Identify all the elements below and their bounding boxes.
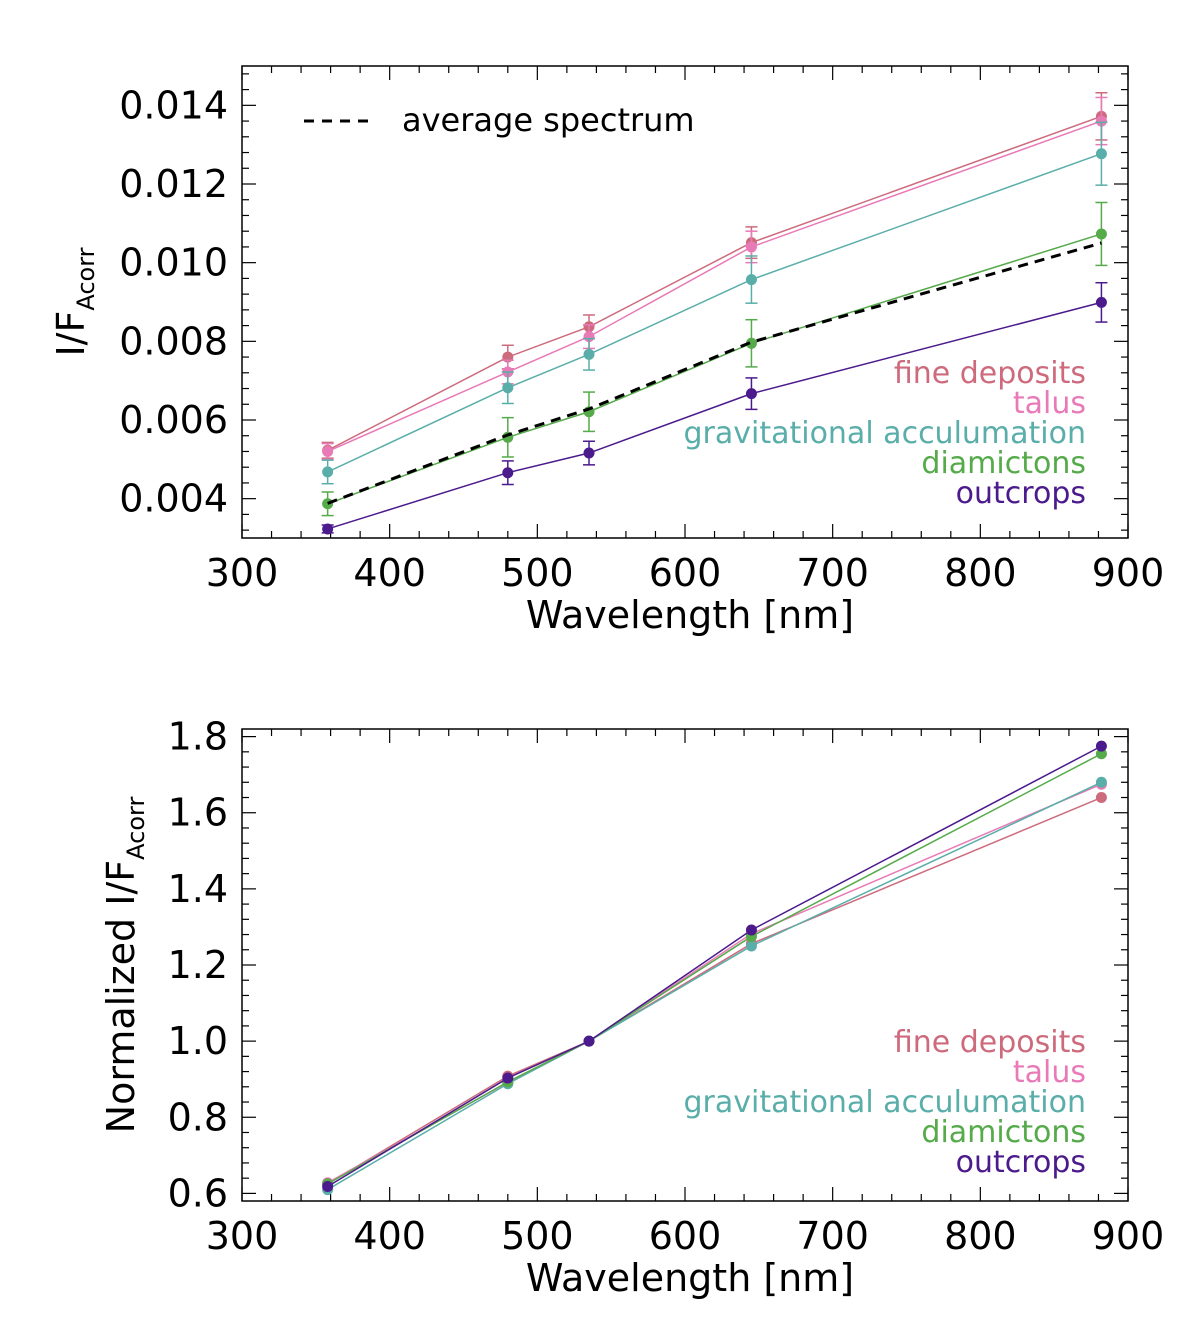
y-axis-label: I/FAcorr [49, 247, 100, 356]
data-point [1095, 115, 1107, 127]
data-point [1095, 228, 1107, 240]
series-gravitational-acculumation [321, 121, 1108, 485]
y-axis-label-subscript: Acorr [122, 797, 150, 860]
data-point [745, 940, 757, 952]
y-tick-label: 0.004 [119, 477, 228, 521]
x-tick-label: 600 [649, 1214, 722, 1258]
x-tick-label: 300 [206, 1214, 279, 1258]
y-tick-label: 1.0 [168, 1019, 228, 1063]
data-point [583, 447, 595, 459]
x-tick-label: 600 [649, 551, 722, 595]
x-axis-label: Wavelength [nm] [526, 1256, 854, 1300]
legend-entry: diamictons [921, 1115, 1086, 1150]
data-point [745, 388, 757, 400]
data-point [583, 331, 595, 343]
data-point [1095, 776, 1107, 788]
data-point [583, 348, 595, 360]
legend-average-label: average spectrum [402, 101, 695, 139]
legend-entry: outcrops [956, 1145, 1086, 1180]
y-tick-label: 1.8 [168, 715, 228, 759]
data-point [1095, 148, 1107, 160]
series-outcrops [322, 740, 1107, 1193]
x-axis-label: Wavelength [nm] [526, 593, 854, 637]
y-axis-label-main: I/F [49, 311, 93, 357]
x-tick-label: 700 [796, 551, 869, 595]
plot-area [322, 740, 1107, 1196]
legend-entry: fine deposits [894, 1025, 1086, 1060]
x-tick-label: 500 [501, 551, 574, 595]
x-tick-label: 700 [796, 1214, 869, 1258]
y-tick-label: 0.006 [119, 398, 228, 442]
data-point [502, 1072, 514, 1084]
average-spectrum-line [327, 241, 1102, 505]
y-tick-label: 1.4 [168, 867, 228, 911]
series-line [327, 120, 1102, 453]
data-point [745, 241, 757, 253]
data-point [745, 274, 757, 286]
legend-entry: gravitational acculumation [683, 1085, 1086, 1120]
data-point [322, 445, 334, 457]
data-point [1095, 748, 1107, 760]
x-tick-label: 900 [1092, 551, 1165, 595]
data-point [745, 924, 757, 936]
x-tick-label: 800 [944, 551, 1017, 595]
series-outcrops [321, 281, 1108, 535]
data-point [322, 466, 334, 478]
data-point [745, 337, 757, 349]
legend-entry: outcrops [956, 476, 1086, 511]
legend-entry: talus [1013, 1055, 1086, 1090]
y-axis-label-subscript: Acorr [72, 247, 100, 310]
chart-panel-1: 300 400 500 600 700 800 900 0.004 0.006 0.008 0.01… [49, 65, 1165, 637]
x-tick-label: 900 [1092, 1214, 1165, 1258]
x-tick-label: 400 [353, 1214, 426, 1258]
x-tick-label: 300 [206, 551, 279, 595]
y-tick-label: 0.008 [119, 319, 228, 363]
y-tick-label: 1.2 [168, 943, 228, 987]
chart-panel-2: 300 400 500 600 700 800 900 0.6 0.8 1.0 1.2 1.4 1.6 1… [99, 715, 1164, 1300]
y-tick-label: 0.010 [119, 241, 228, 285]
legend-entry: gravitational acculumation [683, 416, 1086, 451]
data-point [1095, 792, 1107, 804]
data-point [1095, 296, 1107, 308]
x-tick-label: 400 [353, 551, 426, 595]
y-tick-label: 1.6 [168, 791, 228, 835]
data-point [502, 382, 514, 394]
data-point [322, 523, 334, 535]
data-point [1095, 740, 1107, 752]
y-axis-label-main: Normalized I/F [99, 860, 143, 1133]
legend-entry: fine deposits [894, 356, 1086, 391]
data-point [322, 1181, 334, 1193]
x-tick-label: 800 [944, 1214, 1017, 1258]
y-tick-label: 0.6 [168, 1171, 228, 1215]
data-point [322, 498, 334, 510]
y-tick-label: 0.8 [168, 1095, 228, 1139]
series-talus [321, 96, 1108, 461]
data-point [502, 467, 514, 479]
y-tick-label: 0.014 [119, 83, 228, 127]
y-tick-label: 0.012 [119, 162, 228, 206]
legend-entry: diamictons [921, 446, 1086, 481]
data-point [583, 1035, 595, 1047]
y-axis-label: Normalized I/FAcorr [99, 797, 150, 1134]
legend-entry: talus [1013, 386, 1086, 421]
x-tick-label: 500 [501, 1214, 574, 1258]
plot-area [321, 91, 1108, 535]
